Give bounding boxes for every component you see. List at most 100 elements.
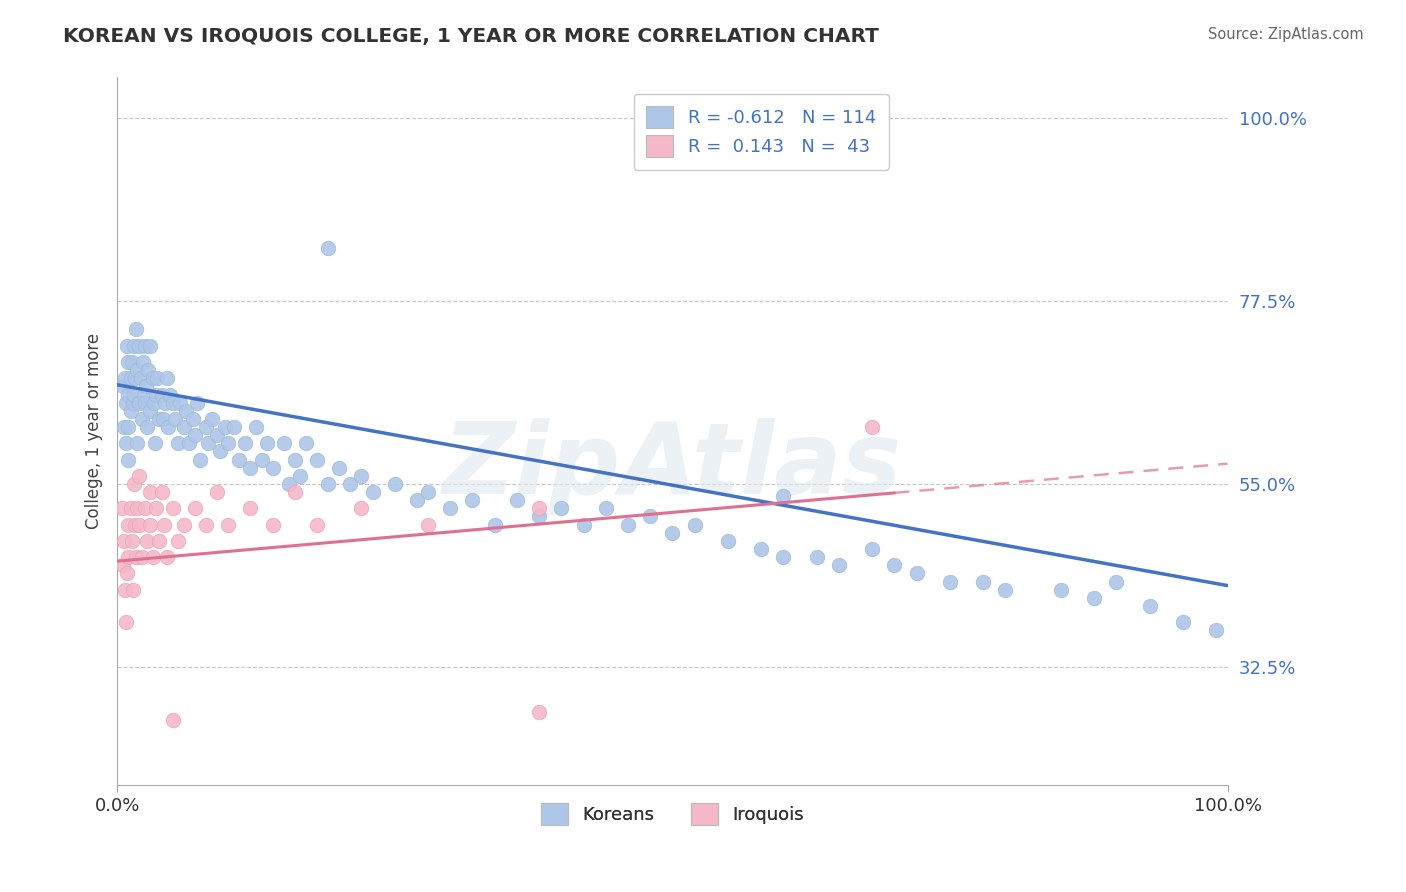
Point [173, 517, 195, 532]
Point [406, 493, 429, 508]
Point [139, 339, 162, 353]
Point [131, 550, 153, 565]
Point [860, 541, 883, 556]
Point [186, 395, 208, 409]
Point [167, 436, 190, 450]
Point [145, 501, 167, 516]
Point [128, 339, 150, 353]
Point [994, 582, 1017, 597]
Point [1105, 574, 1128, 589]
Point [153, 395, 176, 409]
Point [179, 436, 201, 450]
Point [416, 485, 439, 500]
Point [121, 395, 143, 409]
Point [661, 525, 683, 540]
Point [233, 436, 256, 450]
Point [305, 517, 328, 532]
Point [121, 582, 143, 597]
Point [120, 501, 142, 516]
Point [905, 566, 928, 581]
Point [572, 517, 595, 532]
Point [143, 436, 166, 450]
Point [111, 379, 134, 393]
Point [156, 371, 179, 385]
Point [1083, 591, 1105, 605]
Point [127, 436, 149, 450]
Point [284, 452, 307, 467]
Point [217, 436, 239, 450]
Point [214, 420, 236, 434]
Point [115, 395, 138, 409]
Point [150, 387, 173, 401]
Text: KOREAN VS IROQUOIS COLLEGE, 1 YEAR OR MORE CORRELATION CHART: KOREAN VS IROQUOIS COLLEGE, 1 YEAR OR MO… [63, 27, 879, 45]
Point [125, 550, 148, 565]
Point [139, 517, 162, 532]
Legend: Koreans, Iroquois: Koreans, Iroquois [526, 789, 818, 839]
Point [134, 501, 156, 516]
Point [128, 468, 150, 483]
Point [806, 550, 828, 565]
Point [256, 436, 278, 450]
Point [305, 452, 328, 467]
Point [416, 517, 439, 532]
Point [1050, 582, 1073, 597]
Point [217, 517, 239, 532]
Point [239, 460, 262, 475]
Point [129, 371, 152, 385]
Point [131, 412, 153, 426]
Point [316, 477, 339, 491]
Point [484, 517, 506, 532]
Point [439, 501, 461, 516]
Point [173, 420, 195, 434]
Point [127, 363, 149, 377]
Point [262, 460, 284, 475]
Point [595, 501, 617, 516]
Point [167, 533, 190, 548]
Point [112, 420, 135, 434]
Point [200, 412, 222, 426]
Point [120, 371, 142, 385]
Point [134, 395, 156, 409]
Point [527, 509, 550, 524]
Point [638, 509, 661, 524]
Point [361, 485, 384, 500]
Point [122, 477, 145, 491]
Y-axis label: College, 1 year or more: College, 1 year or more [86, 333, 103, 529]
Point [205, 428, 228, 442]
Point [222, 420, 245, 434]
Point [384, 477, 406, 491]
Point [117, 355, 139, 369]
Point [117, 517, 139, 532]
Point [550, 501, 572, 516]
Point [328, 460, 350, 475]
Point [115, 436, 138, 450]
Point [461, 493, 484, 508]
Point [290, 468, 312, 483]
Point [136, 420, 159, 434]
Point [114, 371, 136, 385]
Point [145, 387, 167, 401]
Point [142, 371, 165, 385]
Point [828, 558, 851, 573]
Point [506, 493, 529, 508]
Point [262, 517, 284, 532]
Point [190, 452, 212, 467]
Point [136, 363, 159, 377]
Point [184, 428, 207, 442]
Point [284, 485, 307, 500]
Point [772, 550, 794, 565]
Point [350, 468, 373, 483]
Point [134, 339, 156, 353]
Point [273, 436, 295, 450]
Point [117, 420, 139, 434]
Point [124, 371, 146, 385]
Point [278, 477, 301, 491]
Point [972, 574, 994, 589]
Point [156, 550, 179, 565]
Point [115, 339, 138, 353]
Point [125, 322, 148, 336]
Point [209, 444, 232, 458]
Point [162, 501, 184, 516]
Point [150, 485, 173, 500]
Point [174, 404, 197, 418]
